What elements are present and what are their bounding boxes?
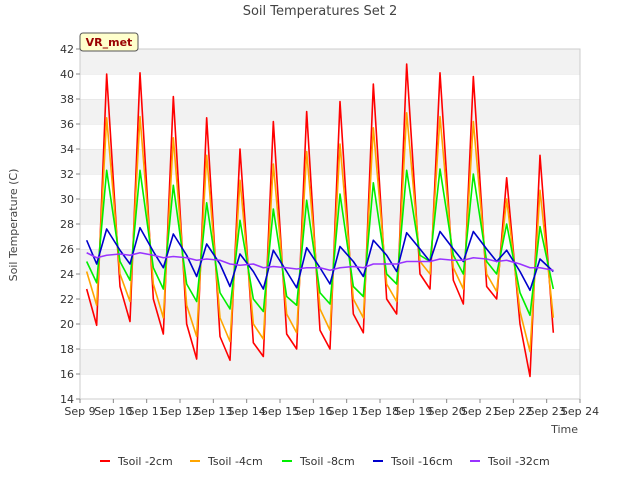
y-tick-label: 16: [60, 368, 74, 381]
legend-label: Tsoil -4cm: [207, 455, 263, 468]
y-tick-label: 42: [60, 43, 74, 56]
x-axis-label: Time: [550, 423, 578, 436]
series-line-1: [85, 111, 555, 353]
y-tick-label: 32: [60, 168, 74, 181]
x-tick-label: Sep 9: [64, 405, 95, 418]
grid-band: [80, 74, 580, 99]
station-badge-box: [79, 32, 139, 52]
y-tick-label: 18: [60, 343, 74, 356]
series-line-2: [85, 168, 555, 317]
x-tick-label: Sep 12: [161, 405, 199, 418]
x-tick-label: Sep 17: [328, 405, 366, 418]
x-tick-label: Sep 21: [461, 405, 499, 418]
grid-band: [80, 49, 580, 74]
x-tick-label: Sep 14: [228, 405, 266, 418]
grid-band: [80, 99, 580, 124]
legend: Tsoil -2cm Tsoil -4cm Tsoil -8cm Tsoil -16c…: [100, 455, 550, 468]
grid-band: [80, 224, 580, 249]
y-axis-ticks: 14 16 18 20 22 24 26 28 30 32 34 36 38 40 42: [60, 43, 80, 406]
x-tick-label: Sep 10: [94, 405, 132, 418]
x-tick-label: Sep 16: [294, 405, 332, 418]
grid-band: [80, 149, 580, 174]
y-axis-label: Soil Temperature (C): [7, 169, 20, 282]
chart-title: Soil Temperatures Set 2: [243, 4, 398, 19]
x-tick-label: Sep 19: [394, 405, 432, 418]
y-tick-label: 20: [60, 318, 74, 331]
station-badge-label: VR_met: [86, 36, 133, 49]
y-tick-label: 22: [60, 293, 74, 306]
series-line-4: [86, 251, 554, 272]
x-tick-label: Sep 15: [261, 405, 299, 418]
y-tick-label: 34: [60, 143, 74, 156]
y-tick-label: 28: [60, 218, 74, 231]
series-line-0: [85, 63, 555, 378]
y-tick-label: 24: [60, 268, 74, 281]
x-tick-label: Sep 22: [494, 405, 532, 418]
legend-label: Tsoil -32cm: [487, 455, 550, 468]
x-tick-label: Sep 24: [561, 405, 599, 418]
grid-band: [80, 349, 580, 374]
legend-label: Tsoil -8cm: [299, 455, 355, 468]
x-tick-label: Sep 13: [194, 405, 232, 418]
station-badge: VR_met: [79, 32, 139, 52]
grid-band: [80, 124, 580, 149]
x-tick-label: Sep 11: [128, 405, 166, 418]
y-tick-label: 36: [60, 118, 74, 131]
grid-band: [80, 174, 580, 199]
x-tick-label: Sep 20: [428, 405, 466, 418]
y-tick-label: 14: [60, 393, 74, 406]
legend-label: Tsoil -16cm: [390, 455, 453, 468]
x-tick-label: Sep 23: [528, 405, 566, 418]
grid-band: [80, 199, 580, 224]
y-tick-label: 30: [60, 193, 74, 206]
y-tick-label: 38: [60, 93, 74, 106]
series-lines: [85, 63, 555, 378]
x-tick-label: Sep 18: [361, 405, 399, 418]
y-tick-label: 40: [60, 68, 74, 81]
y-tick-label: 26: [60, 243, 74, 256]
legend-label: Tsoil -2cm: [117, 455, 173, 468]
grid-band: [80, 374, 580, 399]
